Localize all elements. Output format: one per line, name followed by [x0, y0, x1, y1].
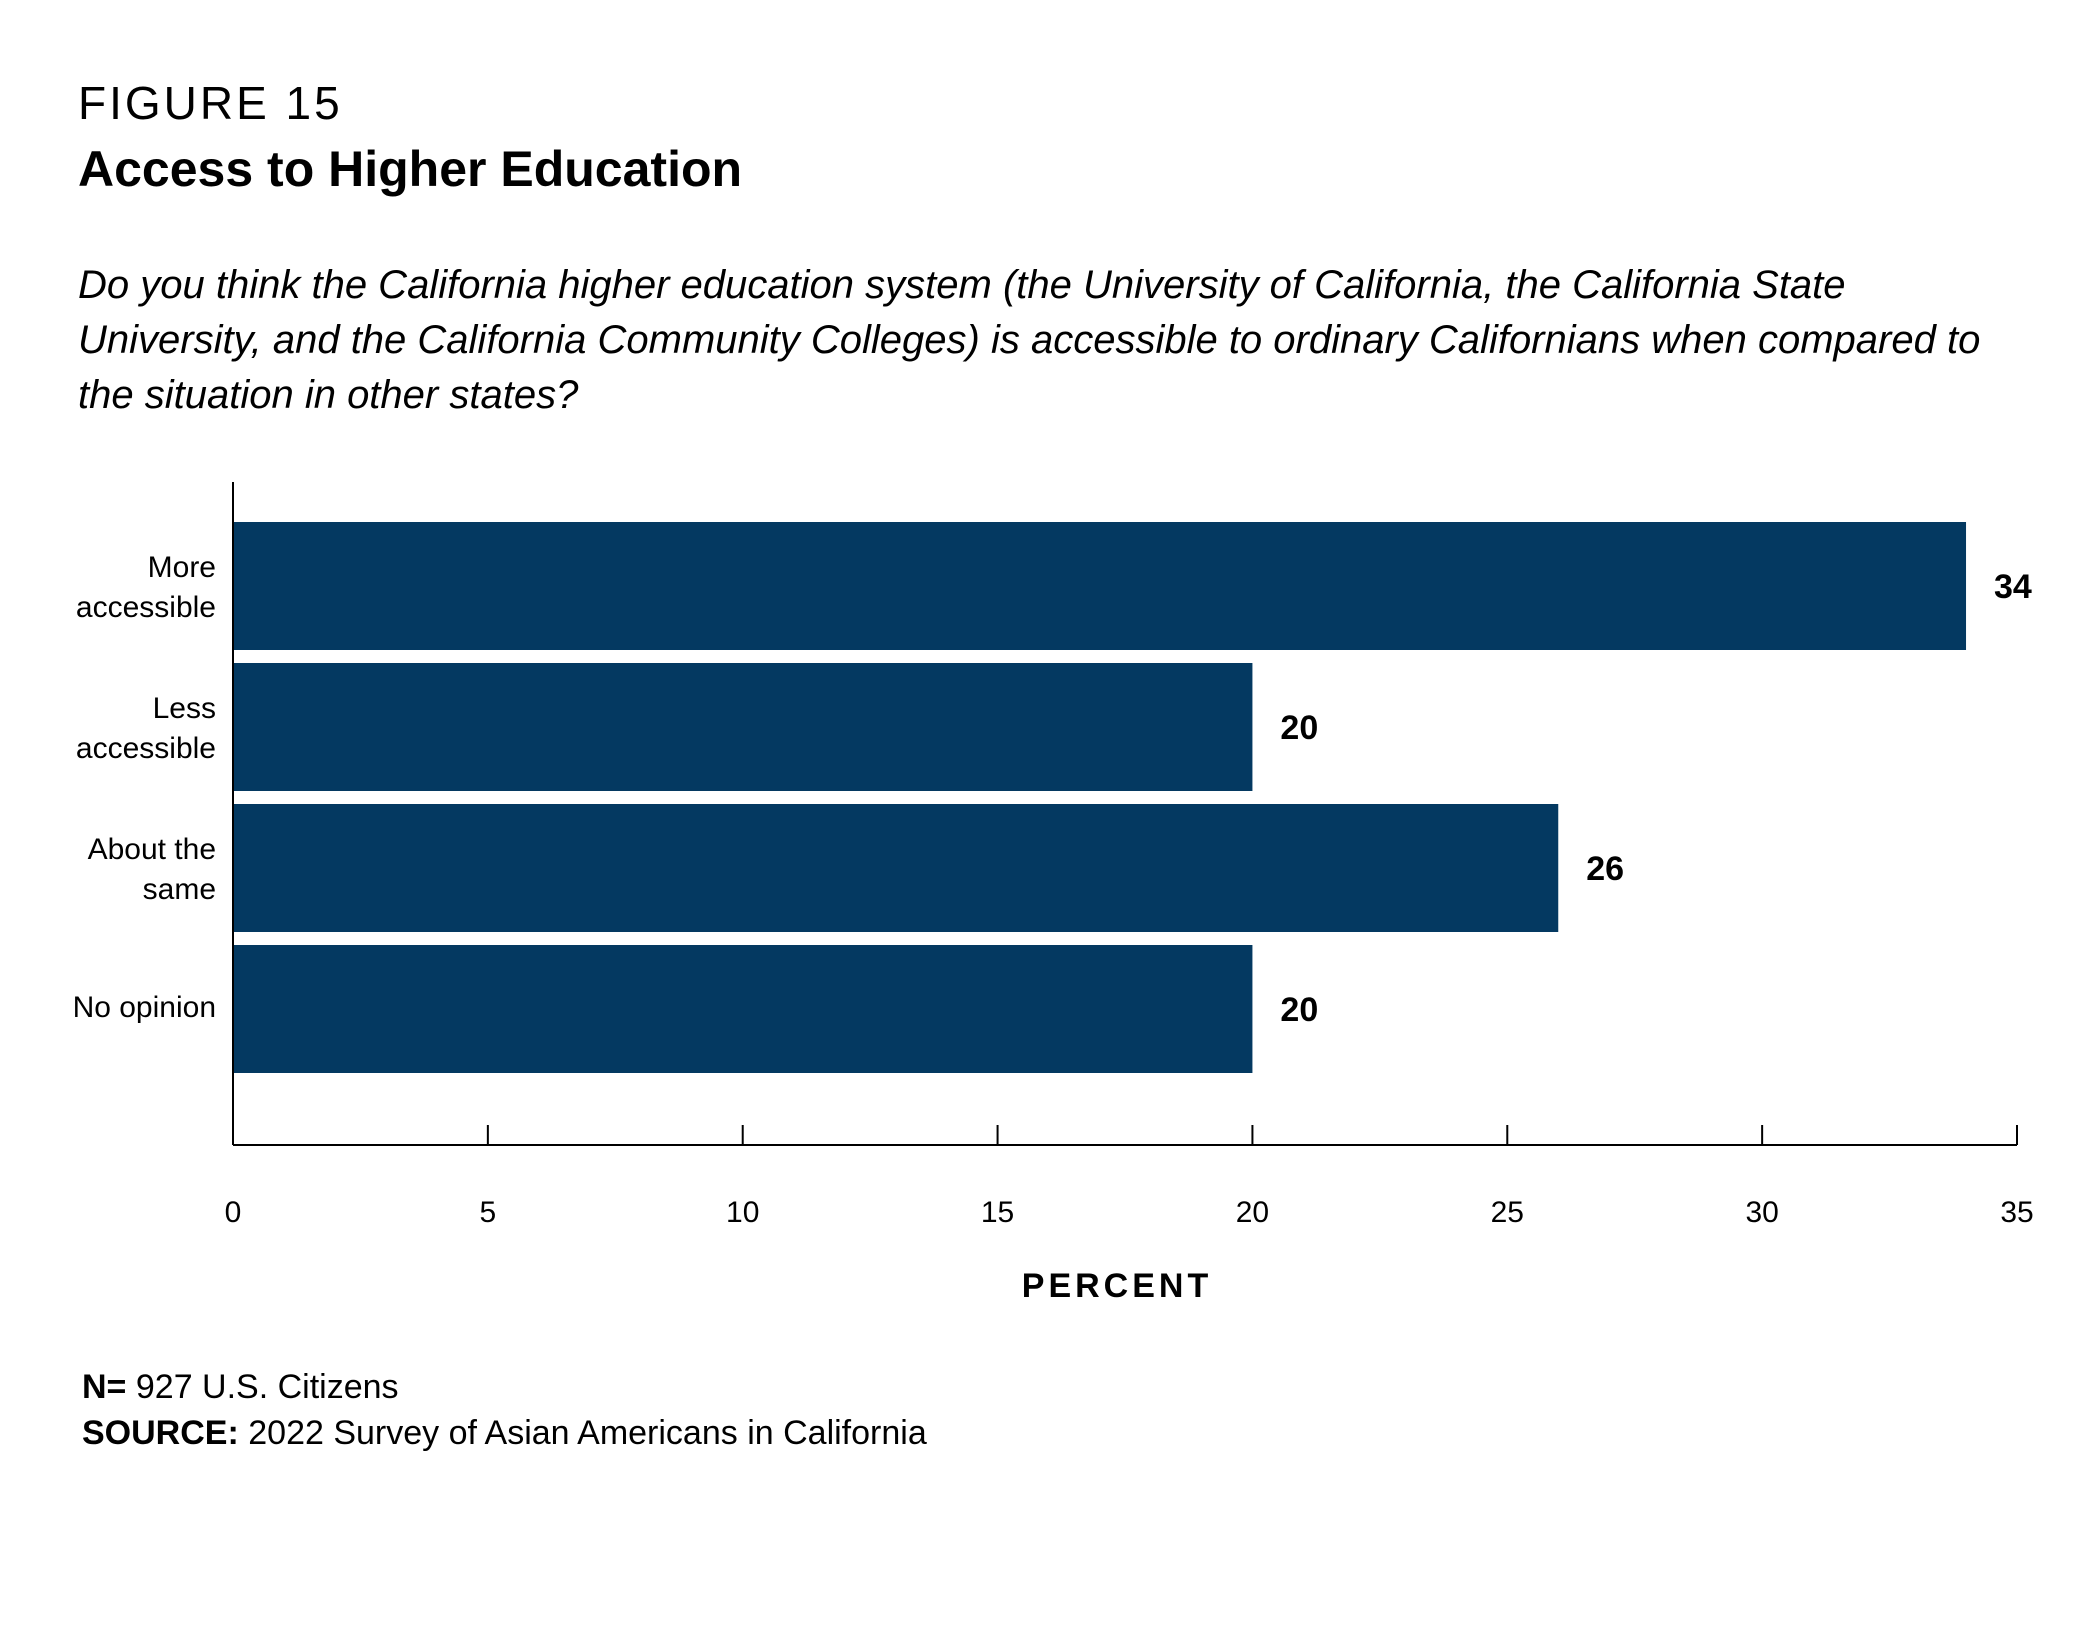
data-label: 20: [1280, 991, 1318, 1029]
x-axis-title: PERCENT: [1022, 1267, 1212, 1305]
survey-question: Do you think the California higher educa…: [78, 263, 1981, 417]
x-tick-label: 35: [2000, 1196, 2033, 1229]
data-label: 20: [1280, 709, 1318, 747]
sample-size-label: N=: [82, 1368, 127, 1406]
x-tick-label: 20: [1236, 1196, 1269, 1229]
x-tick-label: 25: [1491, 1196, 1524, 1229]
x-tick-label: 10: [726, 1196, 759, 1229]
category-label: More accessible: [76, 551, 216, 624]
bar: [233, 663, 1253, 791]
source-label: SOURCE:: [82, 1414, 239, 1452]
source-value: 2022 Survey of Asian Americans in Califo…: [248, 1414, 927, 1452]
category-label: No opinion: [73, 991, 216, 1024]
x-tick-label: 15: [981, 1196, 1014, 1229]
x-tick-label: 30: [1745, 1196, 1778, 1229]
chart-notes: N= 927 U.S. Citizens SOURCE: 2022 Survey…: [82, 1364, 927, 1456]
figure-title: Access to Higher Education: [78, 141, 743, 197]
data-label: 26: [1586, 850, 1624, 888]
data-label: 34: [1994, 568, 2032, 606]
bar: [233, 522, 1967, 650]
sample-size-value: 927 U.S. Citizens: [135, 1368, 399, 1406]
x-tick-label: 5: [480, 1196, 497, 1229]
sample-size-note: N= 927 U.S. Citizens: [82, 1364, 927, 1410]
category-label: About the same: [88, 833, 216, 906]
bar: [233, 804, 1559, 932]
source-note: SOURCE: 2022 Survey of Asian Americans i…: [82, 1410, 927, 1456]
figure-label: FIGURE 15: [78, 77, 343, 129]
category-label: Less accessible: [76, 692, 216, 765]
bar: [233, 945, 1253, 1073]
x-tick-label: 0: [225, 1196, 242, 1229]
